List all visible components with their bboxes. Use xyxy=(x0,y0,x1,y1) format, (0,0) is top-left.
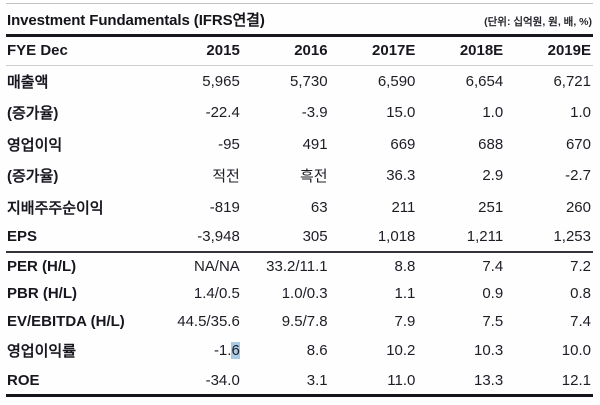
cell: 9.5/7.8 xyxy=(281,312,328,330)
cell: 5,730 xyxy=(290,72,328,90)
cell: 670 xyxy=(565,135,591,153)
cell: 33.2/11.1 xyxy=(266,257,328,275)
row-roe: ROE -34.0 3.1 11.0 13.3 12.1 xyxy=(6,367,593,396)
cell: 3.1 xyxy=(306,371,328,389)
cell: 13.3 xyxy=(473,371,504,389)
row-label: 영업이익률 xyxy=(7,343,77,360)
row-eps: EPS -3,948 305 1,018 1,211 1,253 xyxy=(6,223,593,253)
cell: 0.9 xyxy=(482,285,504,302)
cell: 44.5/35.6 xyxy=(177,312,240,330)
cell: 1,211 xyxy=(417,223,506,253)
cell: -3.9 xyxy=(301,104,328,121)
cell: 63 xyxy=(310,198,328,216)
value-prefix: -1. xyxy=(213,342,232,359)
row-pbr: PBR (H/L) 1.4/0.5 1.0/0.3 1.1 0.9 0.8 xyxy=(6,280,593,308)
table-title: Investment Fundamentals (IFRS연결) xyxy=(7,12,265,29)
row-label: PBR (H/L) xyxy=(7,285,77,302)
cell: 6,721 xyxy=(553,72,591,90)
cell: 7.2 xyxy=(570,257,591,275)
cell: 491 xyxy=(302,135,328,153)
cell: -3,948 xyxy=(154,223,242,253)
cell: 1.0/0.3 xyxy=(281,285,328,302)
cell: 6,590 xyxy=(377,72,416,90)
cell: 1.4/0.5 xyxy=(193,285,240,302)
cell: -2.7 xyxy=(565,167,591,184)
cell: 7.4 xyxy=(570,312,591,330)
cell: 1.0 xyxy=(570,104,591,121)
cell: 7.5 xyxy=(482,312,504,330)
cell: 669 xyxy=(390,135,416,153)
fundamentals-table-section: Investment Fundamentals (IFRS연결) (단위: 십억… xyxy=(6,3,593,397)
cell: 15.0 xyxy=(386,104,416,121)
header-row: FYE Dec 2015 2016 2017E 2018E 2019E xyxy=(6,37,593,66)
cell: NA/NA xyxy=(193,257,240,275)
cell: 0.8 xyxy=(570,285,591,302)
row-label: 지배주주순이익 xyxy=(7,199,104,217)
cell: 8.8 xyxy=(394,257,416,275)
header-fye-dec: FYE Dec xyxy=(6,37,154,66)
row-operating-profit-growth: (증가율) 적전 흑전 36.3 2.9 -2.7 xyxy=(6,160,593,192)
cell: 1,253 xyxy=(505,223,593,253)
row-label: (증가율) xyxy=(7,105,59,122)
cell: -819 xyxy=(209,198,240,216)
cell: -95 xyxy=(218,135,240,153)
cell: 688 xyxy=(478,135,504,153)
header-2018e: 2018E xyxy=(417,37,506,66)
cell-with-selection: -1.6 xyxy=(154,335,242,367)
cell: 적전 xyxy=(212,168,240,185)
row-operating-profit: 영업이익 -95 491 669 688 670 xyxy=(6,129,593,161)
row-label: (증가율) xyxy=(7,168,59,185)
row-label: PER (H/L) xyxy=(7,257,77,275)
header-2017e: 2017E xyxy=(329,37,418,66)
unit-note: (단위: 십억원, 원, 배, %) xyxy=(484,16,592,28)
selected-text: 6 xyxy=(231,342,240,359)
header-2016: 2016 xyxy=(241,37,330,66)
header-2019e: 2019E xyxy=(505,37,593,66)
cell: -22.4 xyxy=(205,104,240,121)
row-controlling-net-profit: 지배주주순이익 -819 63 211 251 260 xyxy=(6,192,593,224)
cell: 7.4 xyxy=(482,257,504,275)
row-operating-margin: 영업이익률 -1.6 8.6 10.2 10.3 10.0 xyxy=(6,335,593,367)
row-label: 영업이익 xyxy=(7,136,63,154)
cell: 1,018 xyxy=(329,223,418,253)
cell: 10.3 xyxy=(473,342,504,359)
cell: 2.9 xyxy=(482,167,504,184)
header-2015: 2015 xyxy=(154,37,242,66)
table-title-bar: Investment Fundamentals (IFRS연결) (단위: 십억… xyxy=(6,6,593,37)
row-per: PER (H/L) NA/NA 33.2/11.1 8.8 7.4 7.2 xyxy=(6,252,593,281)
row-ev-ebitda: EV/EBITDA (H/L) 44.5/35.6 9.5/7.8 7.9 7.… xyxy=(6,308,593,336)
cell: 흑전 xyxy=(299,168,328,185)
cell: 11.0 xyxy=(387,371,416,389)
row-revenue-growth: (증가율) -22.4 -3.9 15.0 1.0 1.0 xyxy=(6,97,593,129)
cell: 251 xyxy=(478,198,504,216)
cell: 260 xyxy=(565,198,591,216)
cell: 5,965 xyxy=(202,72,240,90)
row-revenue: 매출액 5,965 5,730 6,590 6,654 6,721 xyxy=(6,65,593,97)
row-label: ROE xyxy=(7,371,40,389)
cell: 1.1 xyxy=(394,285,416,302)
row-label: 매출액 xyxy=(7,73,49,91)
row-label: EPS xyxy=(6,223,154,253)
cell: 10.0 xyxy=(561,342,591,359)
row-label: EV/EBITDA (H/L) xyxy=(7,312,125,330)
fundamentals-table: FYE Dec 2015 2016 2017E 2018E 2019E 매출액 … xyxy=(6,37,593,397)
cell: 12.1 xyxy=(561,371,591,389)
cell: 7.9 xyxy=(394,312,416,330)
cell: 36.3 xyxy=(386,167,416,184)
cell: 6,654 xyxy=(465,72,504,90)
cell: 10.2 xyxy=(386,342,416,359)
cell: 211 xyxy=(391,198,416,216)
cell: 8.6 xyxy=(306,342,328,359)
cell: 1.0 xyxy=(482,104,504,121)
cell: -34.0 xyxy=(205,371,240,389)
cell: 305 xyxy=(241,223,330,253)
